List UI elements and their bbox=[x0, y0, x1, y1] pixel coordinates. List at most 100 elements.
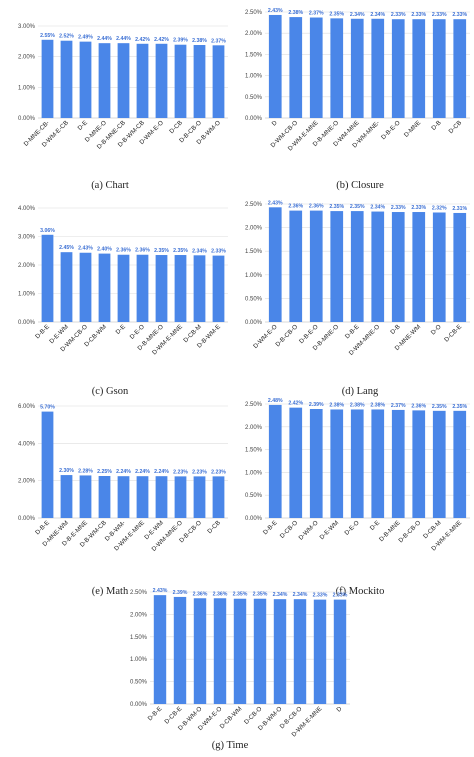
x-tick-label: D-E-O bbox=[129, 323, 146, 340]
data-label: 2.28% bbox=[78, 468, 93, 474]
bar bbox=[193, 598, 207, 704]
bar bbox=[313, 599, 327, 704]
data-label: 5.70% bbox=[40, 405, 55, 411]
data-label: 2.35% bbox=[253, 592, 268, 598]
data-label: 2.34% bbox=[192, 248, 207, 254]
bar bbox=[289, 407, 303, 518]
bar bbox=[117, 254, 130, 322]
data-label: 2.39% bbox=[309, 402, 324, 408]
chart-panel: 0.00% 1.00% 2.00% 3.00% 4.00% 3.06% D-B-E 2.45%… bbox=[18, 206, 228, 397]
bar bbox=[98, 253, 111, 322]
bar bbox=[155, 476, 168, 518]
bar bbox=[253, 598, 267, 704]
y-tick-label: 0.50% bbox=[245, 296, 263, 302]
bar bbox=[193, 45, 206, 118]
x-tick-label: D-WM-E-O bbox=[252, 323, 279, 350]
chart-panel: 0.00% 0.50% 1.00% 1.50% 2.00% 2.50% 2.43% D-WM-… bbox=[245, 200, 470, 397]
bar bbox=[330, 409, 344, 518]
data-label: 2.36% bbox=[135, 248, 150, 254]
y-tick-label: 2.00% bbox=[18, 479, 36, 485]
bar bbox=[212, 476, 225, 518]
bar bbox=[153, 595, 167, 704]
y-tick-label: 0.00% bbox=[245, 320, 263, 326]
bar bbox=[289, 17, 303, 119]
bar bbox=[212, 255, 225, 322]
bar bbox=[60, 475, 73, 518]
data-label: 2.33% bbox=[391, 12, 406, 18]
data-label: 2.43% bbox=[268, 200, 283, 206]
y-tick-label: 3.00% bbox=[18, 24, 36, 30]
bar bbox=[136, 476, 149, 518]
data-label: 2.23% bbox=[173, 469, 188, 475]
y-tick-label: 2.00% bbox=[245, 226, 263, 232]
bar bbox=[233, 598, 247, 704]
bar bbox=[268, 207, 282, 322]
data-label: 2.33% bbox=[391, 205, 406, 211]
data-label: 2.35% bbox=[233, 592, 248, 598]
data-label: 2.35% bbox=[329, 204, 344, 210]
data-label: 2.34% bbox=[293, 592, 308, 598]
data-label: 2.43% bbox=[78, 246, 93, 252]
data-label: 2.23% bbox=[192, 469, 207, 475]
data-label: 2.34% bbox=[370, 12, 385, 18]
x-tick-label: D-B-E bbox=[344, 323, 361, 340]
bar bbox=[273, 599, 287, 704]
bar bbox=[293, 599, 307, 704]
x-tick-label: D-CB-WM bbox=[219, 705, 244, 730]
x-tick-label: D-E bbox=[76, 119, 88, 131]
data-label: 2.36% bbox=[193, 591, 208, 597]
data-label: 2.38% bbox=[329, 402, 344, 408]
x-tick-label: D-B-E bbox=[34, 519, 51, 536]
chart-caption: (g) Time bbox=[212, 740, 249, 751]
chart-caption: (a) Chart bbox=[91, 180, 129, 191]
y-tick-label: 1.00% bbox=[245, 470, 263, 476]
y-tick-label: 2.00% bbox=[130, 612, 148, 618]
x-tick-label: D-B bbox=[430, 119, 442, 131]
bar bbox=[391, 409, 405, 518]
bar bbox=[79, 475, 92, 518]
bar bbox=[268, 404, 282, 518]
x-tick-label: D-B-E bbox=[147, 705, 164, 722]
chart-caption: (b) Closure bbox=[336, 180, 384, 191]
data-label: 2.37% bbox=[391, 403, 406, 409]
x-tick-label: D-E bbox=[369, 519, 381, 531]
x-tick-label: D-B-E bbox=[34, 323, 51, 340]
bar bbox=[350, 18, 364, 119]
bar bbox=[309, 17, 323, 118]
y-tick-label: 0.50% bbox=[130, 680, 148, 686]
bar bbox=[173, 596, 187, 704]
y-tick-label: 2.50% bbox=[245, 10, 263, 16]
data-label: 2.33% bbox=[411, 12, 426, 18]
bar bbox=[453, 19, 467, 118]
bar bbox=[174, 476, 187, 518]
y-tick-label: 1.00% bbox=[245, 273, 263, 279]
bar bbox=[60, 252, 73, 322]
bar bbox=[98, 43, 111, 118]
bar bbox=[193, 255, 206, 322]
y-tick-label: 2.50% bbox=[245, 202, 263, 208]
bar bbox=[330, 18, 344, 118]
data-label: 2.35% bbox=[154, 248, 169, 254]
bar bbox=[432, 212, 446, 322]
bar bbox=[193, 476, 206, 518]
x-tick-label: D-E-WM bbox=[318, 519, 340, 541]
x-tick-label: D-CB bbox=[206, 519, 222, 535]
y-tick-label: 1.00% bbox=[18, 292, 36, 298]
bar bbox=[60, 40, 73, 118]
data-label: 2.42% bbox=[135, 37, 150, 43]
x-tick-label: D-O bbox=[430, 323, 443, 336]
bar bbox=[453, 410, 467, 518]
data-label: 2.35% bbox=[432, 404, 447, 410]
data-label: 2.33% bbox=[432, 12, 447, 18]
data-label: 2.36% bbox=[116, 248, 131, 254]
data-label: 2.39% bbox=[173, 590, 188, 596]
data-label: 2.33% bbox=[333, 593, 348, 599]
bar bbox=[412, 410, 426, 518]
chart-caption: (d) Lang bbox=[342, 386, 379, 397]
x-tick-label: D bbox=[271, 119, 279, 127]
x-tick-label: D-B-CB-O bbox=[397, 519, 422, 544]
data-label: 2.52% bbox=[59, 34, 74, 40]
x-tick-label: D-CB bbox=[448, 119, 464, 135]
bar bbox=[309, 210, 323, 322]
x-tick-label: D-MNE bbox=[403, 119, 422, 138]
